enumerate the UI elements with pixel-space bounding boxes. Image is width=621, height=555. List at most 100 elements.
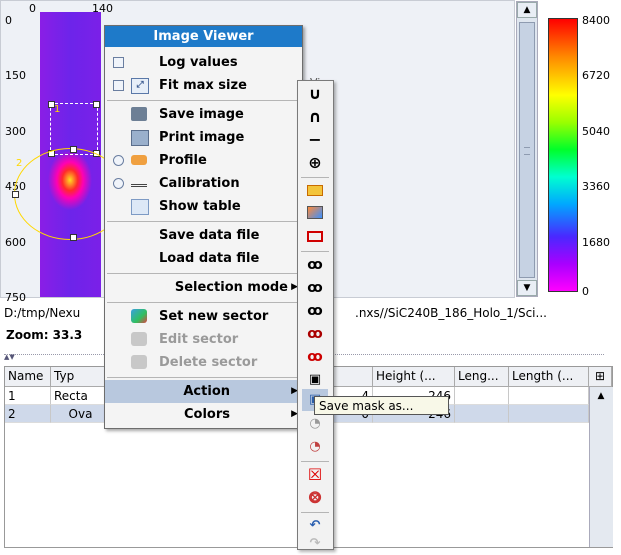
zoom-remove-icon[interactable]: ◔	[309, 439, 321, 454]
menu-item-show-table[interactable]: Show table	[105, 195, 302, 218]
menu-separator	[107, 100, 300, 101]
table-cell-type[interactable]: Recta	[51, 387, 111, 405]
scroll-down-icon[interactable]: ▼	[517, 280, 537, 296]
tooltip-save-mask: Save mask as...	[314, 396, 449, 415]
roi-handle[interactable]	[70, 146, 77, 153]
glasses-dark-icon[interactable]: ꝏ	[307, 303, 323, 319]
menu-item-profile[interactable]: Profile	[105, 149, 302, 172]
grip-icon	[524, 147, 530, 155]
roi-label-2: 2	[16, 158, 23, 169]
roi-label-1: 1	[54, 104, 61, 115]
zoom-add-icon[interactable]: ◔	[309, 416, 321, 431]
y-tick-600: 600	[5, 236, 26, 249]
menu-item-delete-sector[interactable]: Delete sector	[105, 351, 302, 374]
table-cell-length-unit[interactable]	[509, 405, 589, 423]
table-icon	[131, 199, 149, 215]
column-header-length[interactable]: Leng...	[455, 367, 509, 387]
mask-blend-icon[interactable]	[302, 203, 328, 225]
subtract-icon[interactable]: −	[308, 130, 322, 149]
splitter-arrows-icon[interactable]: ▲▼	[4, 353, 15, 361]
menu-item-print-image[interactable]: Print image	[105, 126, 302, 149]
column-chooser-icon[interactable]: ⊞	[589, 367, 612, 387]
x-tick-140: 140	[92, 2, 113, 15]
column-header-type[interactable]: Typ	[51, 367, 111, 387]
menu-separator	[301, 251, 329, 252]
colorbar-tick-8400: 8400	[582, 14, 610, 27]
glasses-delete-icon[interactable]: ꝏ	[307, 349, 323, 365]
menu-item-log-values[interactable]: Log values	[105, 51, 302, 74]
y-tick-300: 300	[5, 125, 26, 138]
printer-icon	[131, 130, 149, 146]
menu-item-colors[interactable]: Colors ▶	[105, 403, 302, 426]
checkbox-icon[interactable]	[113, 80, 124, 91]
column-header-height[interactable]: Height (...	[373, 367, 455, 387]
glasses-orange-icon[interactable]: ꝏ	[307, 326, 323, 342]
union-icon[interactable]: ∪	[308, 84, 322, 103]
scroll-up-icon[interactable]: ▲	[597, 391, 605, 401]
colorbar-tick-0: 0	[582, 285, 589, 298]
zoom-label: Zoom: 33.3	[6, 328, 83, 342]
menu-item-calibration[interactable]: Calibration	[105, 172, 302, 195]
table-cell-name[interactable]: 2	[5, 405, 51, 423]
table-cell-name[interactable]: 1	[5, 387, 51, 405]
new-badge-icon	[131, 155, 147, 165]
checkbox-icon[interactable]	[113, 57, 124, 68]
menu-separator	[301, 177, 329, 178]
glasses-green-icon[interactable]: ꝏ	[307, 280, 323, 296]
table-cell-type[interactable]: Ova	[51, 405, 111, 423]
image-vertical-scrollbar[interactable]: ▲ ▼	[516, 1, 538, 297]
menu-item-load-data-file[interactable]: Load data file	[159, 251, 260, 266]
y-tick-0: 0	[5, 14, 12, 27]
edit-sector-icon	[131, 332, 147, 346]
file-path-tail: .nxs//SiC240B_186_Holo_1/Sci...	[355, 306, 547, 320]
menu-separator	[107, 221, 300, 222]
menu-item-save-image[interactable]: Save image	[105, 103, 302, 126]
roi-handle[interactable]	[12, 191, 19, 198]
mask-outline-icon[interactable]	[302, 226, 328, 248]
clear-mask-icon[interactable]: ☒	[307, 465, 323, 484]
menu-item-selection-mode[interactable]: Selection mode ▶	[105, 276, 302, 299]
roi-handle[interactable]	[48, 101, 55, 108]
scroll-up-icon[interactable]: ▲	[517, 2, 537, 18]
column-header-name[interactable]: Name	[5, 367, 51, 387]
xor-icon[interactable]: ⊕	[308, 153, 322, 172]
submenu-arrow-icon: ▶	[291, 282, 298, 292]
colorbar	[548, 18, 578, 292]
radio-icon[interactable]	[113, 178, 124, 189]
menu-separator	[107, 273, 300, 274]
table-cell-length[interactable]	[455, 387, 509, 405]
mask-yellow-icon[interactable]	[302, 180, 328, 202]
mask-load-icon[interactable]: ▣	[308, 372, 322, 387]
file-path-label: D:/tmp/Nexu	[4, 306, 81, 320]
glasses-icon[interactable]: ꝏ	[307, 257, 323, 273]
intersection-icon[interactable]: ∩	[308, 107, 322, 126]
undo-icon[interactable]: ↶	[309, 518, 321, 533]
column-header-length-unit[interactable]: Length (...	[509, 367, 589, 387]
colorbar-tick-1680: 1680	[582, 236, 610, 249]
y-tick-150: 150	[5, 69, 26, 82]
roi-handle[interactable]	[70, 234, 77, 241]
redo-icon[interactable]: ↷	[309, 536, 321, 551]
scroll-thumb[interactable]	[519, 22, 535, 278]
menu-separator	[107, 302, 300, 303]
radio-icon[interactable]	[113, 155, 124, 166]
invert-mask-icon[interactable]: ⨷	[308, 488, 322, 507]
ruler-icon	[131, 176, 147, 187]
menu-item-fit-max-size[interactable]: ⤢ Fit max size	[105, 74, 302, 97]
action-submenu[interactable]: ∪ ∩ − ⊕ ꝏ ꝏ ꝏ ꝏ ꝏ ▣ ▣ ◔ ◔ ☒ ⨷ ↶ ↷	[297, 80, 334, 551]
menu-separator	[301, 512, 329, 513]
menu-item-action[interactable]: Action ▶	[105, 380, 302, 403]
table-vertical-scrollbar[interactable]: ▲	[589, 387, 613, 547]
menu-item-set-new-sector[interactable]: Set new sector	[105, 305, 302, 328]
submenu-arrow-icon: ▶	[291, 386, 298, 396]
submenu-arrow-icon: ▶	[291, 409, 298, 419]
new-sector-icon	[131, 309, 147, 323]
fit-size-icon: ⤢	[131, 78, 149, 94]
colorbar-tick-3360: 3360	[582, 180, 610, 193]
image-viewer-context-menu[interactable]: Image Viewer Log values ⤢ Fit max size S…	[104, 25, 303, 429]
table-cell-length-unit[interactable]	[509, 387, 589, 405]
menu-item-save-data-file[interactable]: Save data file	[159, 228, 260, 243]
menu-item-edit-sector[interactable]: Edit sector	[105, 328, 302, 351]
roi-handle[interactable]	[93, 101, 100, 108]
table-cell-length[interactable]	[455, 405, 509, 423]
